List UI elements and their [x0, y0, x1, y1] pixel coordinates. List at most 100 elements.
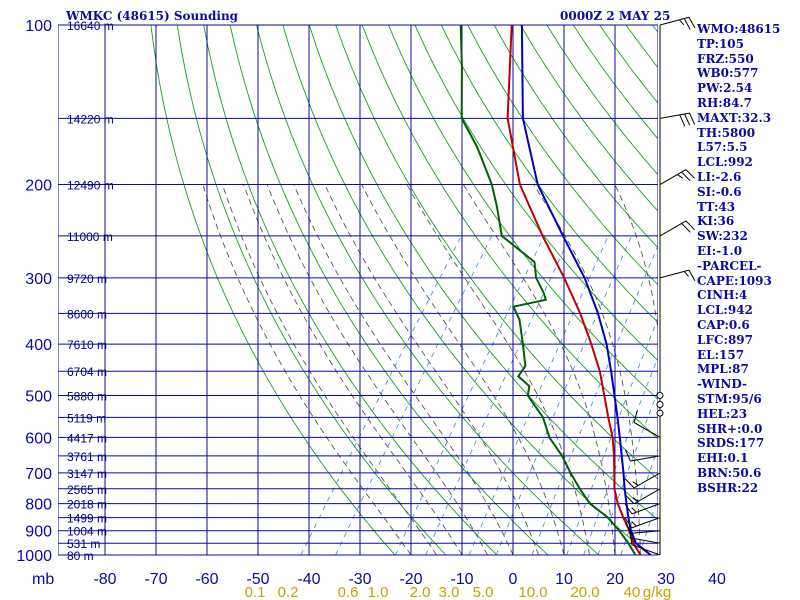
parameter-entry: -WIND- — [697, 377, 747, 392]
wind-barb-feather — [631, 521, 637, 527]
mixing-ratio-line — [335, 235, 493, 555]
valid-time: 0000Z 2 MAY 25 — [560, 9, 671, 23]
moist-adiabat — [361, 184, 565, 555]
wind-barb-feather — [683, 18, 691, 30]
wind-barb — [630, 530, 661, 534]
pressure-tick-label: 400 — [25, 337, 52, 354]
calm-wind-marker — [656, 391, 664, 399]
parameter-entry: TH:5800 — [697, 125, 756, 140]
temperature-tick-label: 20 — [606, 571, 624, 588]
pressure-tick-label: 800 — [25, 497, 52, 514]
station-title: WMKC (48615) Sounding — [66, 9, 239, 23]
temperature-tick-label: 30 — [657, 571, 675, 588]
parameter-entry: WB0:577 — [697, 66, 759, 81]
mixing-ratio-line — [531, 244, 658, 555]
mixing-ratio-label: 20.0 — [570, 584, 599, 600]
parameter-entry: BSHR:22 — [697, 480, 759, 495]
isotherm-lines — [58, 25, 658, 555]
mixing-ratio-line — [495, 235, 633, 555]
height-label: 14220 m — [67, 112, 114, 126]
parameter-entry: LI:-2.6 — [697, 169, 742, 184]
mixing-ratio-label: 2.0 — [410, 584, 431, 600]
wind-barb-feather — [681, 223, 691, 233]
parameter-entry: HEL:23 — [697, 406, 748, 421]
wind-barb-feather — [677, 174, 684, 179]
moist-adiabat — [614, 184, 658, 333]
parameter-entry: STM:95/6 — [697, 391, 762, 406]
dewpoint-profile — [459, 25, 637, 555]
moist-adiabat — [266, 184, 488, 555]
wind-barb-feather — [683, 271, 689, 277]
calm-wind-marker — [656, 400, 664, 408]
parameter-entry: TT:43 — [697, 199, 736, 214]
wind-barb-feather — [685, 169, 695, 179]
height-label: 5880 m — [67, 389, 107, 403]
dry-adiabat — [335, 25, 658, 480]
mixing-ratio-label: 40 — [624, 584, 641, 600]
wind-barb — [631, 544, 661, 556]
wind-barb — [631, 503, 661, 515]
parameter-entry: SW:232 — [697, 229, 748, 244]
height-label: 6704 m — [67, 365, 107, 379]
mixing-ratio-lines — [300, 235, 658, 555]
parameter-entry: CAPE:1093 — [697, 273, 772, 288]
mixing-ratio-line — [638, 497, 658, 555]
parameter-entry: EHI:0.1 — [697, 451, 749, 466]
parameter-entry: SHR+:0.0 — [697, 421, 763, 436]
parameter-entry: -PARCEL- — [697, 258, 762, 273]
pressure-tick-label: 600 — [25, 430, 52, 447]
temperature-tick-label: 0 — [509, 571, 518, 588]
temperature-tick-label: -20 — [399, 571, 422, 588]
pressure-axis-label: mb — [32, 571, 54, 588]
mixing-ratio-label: 1.0 — [368, 584, 389, 600]
wind-barb-feather — [625, 494, 635, 505]
height-label: 7610 m — [67, 338, 107, 352]
height-label: 8600 m — [67, 307, 107, 321]
sounding-parameters-panel: WMO:48615 TP:105 FRZ:550 WB0:577 PW:2.54 RH:8… — [697, 22, 780, 496]
mixing-ratio-line — [468, 235, 609, 555]
parameter-entry: LFC:897 — [697, 332, 753, 347]
height-label: 531 m — [67, 537, 100, 551]
temperature-tick-label: -50 — [246, 571, 269, 588]
dry-adiabat — [784, 25, 800, 555]
mixing-ratio-line — [566, 317, 658, 555]
mixing-ratio-label: 3.0 — [439, 584, 460, 600]
pressure-tick-label: 700 — [25, 466, 52, 483]
height-label: 3761 m — [67, 450, 107, 464]
mixing-ratio-label: g/kg — [643, 584, 671, 600]
mixing-ratio-label: 0.2 — [278, 584, 299, 600]
dry-adiabat — [176, 25, 447, 555]
wind-barb-feather — [624, 503, 633, 515]
wind-barb-feather — [625, 521, 631, 534]
wind-barb-feather — [681, 171, 691, 182]
moist-adiabat-lines — [202, 184, 658, 555]
mixing-ratio-label: 5.0 — [473, 584, 494, 600]
wind-barb-feather — [689, 112, 696, 125]
parameter-entry: CAP:0.6 — [697, 317, 750, 332]
height-label: 3147 m — [67, 467, 107, 481]
height-label: 5119 m — [67, 411, 106, 425]
wind-barb-feather — [688, 16, 696, 29]
wind-barbs — [624, 16, 696, 556]
wind-barb-feather — [629, 525, 631, 539]
height-label: 11000 m — [67, 230, 113, 244]
calm-wind-marker — [656, 409, 664, 417]
mixing-ratio-line — [300, 235, 462, 555]
wind-barb-feather — [684, 113, 691, 126]
parameter-entry: BRN:50.6 — [697, 465, 762, 480]
temperature-tick-label: 10 — [555, 571, 573, 588]
moist-adiabat — [533, 184, 641, 555]
mixing-ratio-label: 10.0 — [518, 584, 547, 600]
parameter-entry: FRZ:550 — [697, 51, 754, 66]
isobar-lines — [58, 24, 658, 556]
wind-barb-feather — [679, 114, 686, 127]
wind-barb-feather — [678, 19, 685, 26]
dry-adiabat — [150, 25, 396, 555]
wind-barb-feather — [631, 507, 637, 513]
parameter-entry: TP:105 — [697, 36, 745, 51]
temperature-tick-label: -40 — [297, 571, 320, 588]
wind-barb-feather — [633, 410, 638, 423]
parcel-profile — [520, 25, 652, 555]
parameter-entry: WMO:48615 — [697, 22, 781, 36]
